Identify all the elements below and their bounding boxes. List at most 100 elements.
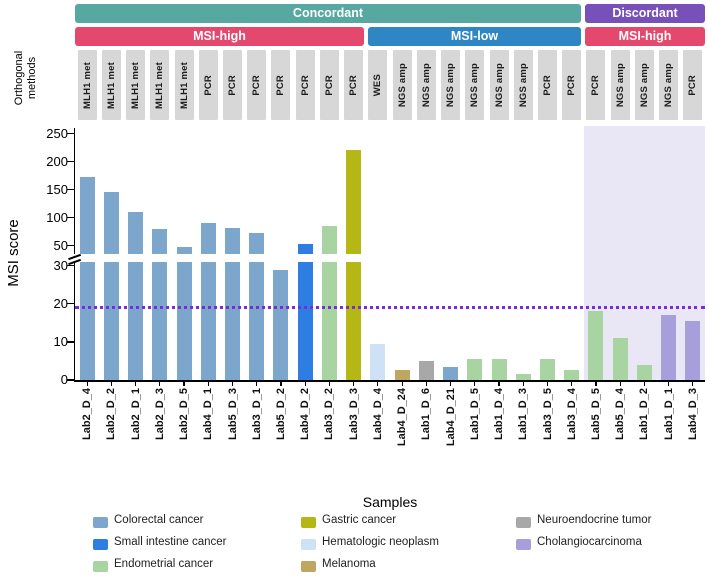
x-tick-label: Lab2_D_1 bbox=[129, 388, 142, 440]
y-tick bbox=[67, 265, 74, 267]
method-box: MLH1 met bbox=[150, 50, 170, 120]
x-tick bbox=[280, 381, 282, 386]
bar bbox=[467, 359, 483, 380]
method-box: PCR bbox=[344, 50, 364, 120]
method-label: MLH1 met bbox=[81, 61, 93, 109]
x-tick-label: Lab1_D_5 bbox=[468, 388, 481, 440]
legend-label-small-intestine-cancer: Small intestine cancer bbox=[114, 536, 227, 548]
x-tick-label: Lab3_D_4 bbox=[565, 388, 578, 440]
x-tick bbox=[401, 381, 403, 386]
x-tick bbox=[256, 381, 258, 386]
legend-label-gastric-cancer: Gastric cancer bbox=[322, 514, 397, 526]
x-tick-label: Lab5_D_5 bbox=[589, 388, 602, 440]
y-tick-label: 20 bbox=[53, 295, 68, 311]
x-tick-label: Lab5_D_3 bbox=[226, 388, 239, 440]
bar bbox=[370, 343, 386, 380]
x-tick-label: Lab1_D_1 bbox=[662, 388, 675, 440]
bar-upper-segment bbox=[128, 212, 144, 254]
method-label: NGS amp bbox=[663, 62, 675, 108]
x-tick-label: Lab1_D_2 bbox=[638, 388, 651, 440]
bar-upper-segment bbox=[200, 223, 216, 254]
method-label: PCR bbox=[299, 74, 311, 96]
discordant-region-background bbox=[583, 126, 705, 380]
x-axis bbox=[73, 380, 705, 382]
x-tick bbox=[474, 381, 476, 386]
y-tick bbox=[67, 303, 74, 305]
method-box: PCR bbox=[271, 50, 291, 120]
x-axis-title: Samples bbox=[362, 494, 418, 510]
legend-swatch-endometrial-cancer bbox=[93, 561, 108, 572]
bar-upper-segment bbox=[297, 244, 313, 254]
method-box: NGS amp bbox=[610, 50, 630, 120]
y-tick bbox=[67, 217, 74, 219]
legend-swatch-small-intestine-cancer bbox=[93, 539, 108, 550]
y-tick bbox=[67, 245, 74, 247]
method-box: PCR bbox=[198, 50, 218, 120]
x-tick-label: Lab1_D_3 bbox=[517, 388, 530, 440]
method-box: NGS amp bbox=[441, 50, 461, 120]
x-tick bbox=[159, 381, 161, 386]
legend-label-cholangiocarcinoma: Cholangiocarcinoma bbox=[537, 536, 642, 548]
method-label: NGS amp bbox=[638, 62, 650, 108]
x-tick-label: Lab2_D_2 bbox=[105, 388, 118, 440]
bar bbox=[273, 269, 289, 380]
bar bbox=[661, 315, 677, 380]
method-box: PCR bbox=[319, 50, 339, 120]
method-box: NGS amp bbox=[659, 50, 679, 120]
x-tick bbox=[692, 381, 694, 386]
bar bbox=[685, 321, 701, 380]
x-tick-label: Lab5_D_2 bbox=[274, 388, 287, 440]
bar-upper-segment bbox=[79, 177, 95, 254]
method-label: PCR bbox=[251, 74, 263, 96]
method-box: NGS amp bbox=[465, 50, 485, 120]
method-label: WES bbox=[372, 73, 384, 97]
bar-lower-segment bbox=[128, 262, 144, 380]
banner-concordant: Concordant bbox=[75, 4, 581, 23]
bar-upper-segment bbox=[152, 228, 168, 254]
method-label: MLH1 met bbox=[154, 61, 166, 109]
legend-swatch-cholangiocarcinoma bbox=[516, 539, 531, 550]
legend-swatch-melanoma bbox=[301, 561, 316, 572]
bar-lower-segment bbox=[321, 262, 337, 380]
x-tick bbox=[134, 381, 137, 386]
legend-swatch-gastric-cancer bbox=[301, 517, 316, 528]
bar-lower-segment bbox=[249, 262, 265, 380]
method-label: PCR bbox=[566, 74, 578, 96]
x-tick-label: Lab3_D_5 bbox=[541, 388, 554, 440]
legend-label-colorectal-cancer: Colorectal cancer bbox=[114, 514, 204, 526]
x-tick bbox=[110, 381, 112, 386]
legend-label-endometrial-cancer: Endometrial cancer bbox=[114, 558, 214, 570]
method-box: NGS amp bbox=[634, 50, 654, 120]
method-box: PCR bbox=[683, 50, 703, 120]
x-tick-label: Lab2_D_3 bbox=[153, 388, 166, 440]
method-label: NGS amp bbox=[469, 62, 481, 108]
bar bbox=[515, 374, 531, 380]
method-label: PCR bbox=[348, 74, 360, 96]
x-tick-label: Lab3_D_2 bbox=[323, 388, 336, 440]
x-tick-label: Lab4_D_1 bbox=[202, 388, 215, 440]
x-tick-label: Lab4_D_3 bbox=[686, 388, 699, 440]
bar-upper-segment bbox=[321, 226, 337, 254]
orthogonal-methods-label: Orthogonal methods bbox=[13, 50, 38, 106]
y-tick bbox=[67, 379, 74, 381]
x-tick bbox=[449, 381, 452, 386]
bar bbox=[394, 370, 410, 380]
x-tick bbox=[643, 381, 645, 386]
y-axis-title: MSI score bbox=[5, 219, 22, 287]
method-label: NGS amp bbox=[396, 62, 408, 108]
y-tick-label: 30 bbox=[53, 257, 68, 273]
x-tick bbox=[207, 381, 209, 386]
bar-lower-segment bbox=[225, 262, 240, 380]
bar bbox=[564, 370, 580, 380]
method-box: MLH1 met bbox=[126, 50, 146, 120]
y-tick bbox=[67, 189, 74, 191]
y-tick-label: 10 bbox=[53, 333, 68, 349]
y-tick bbox=[67, 341, 74, 343]
bar-lower-segment bbox=[103, 262, 119, 380]
x-tick bbox=[522, 381, 524, 386]
x-tick bbox=[571, 381, 573, 386]
x-tick bbox=[353, 381, 355, 386]
legend-swatch-neuroendocrine-tumor bbox=[516, 517, 531, 528]
x-tick bbox=[86, 381, 88, 386]
